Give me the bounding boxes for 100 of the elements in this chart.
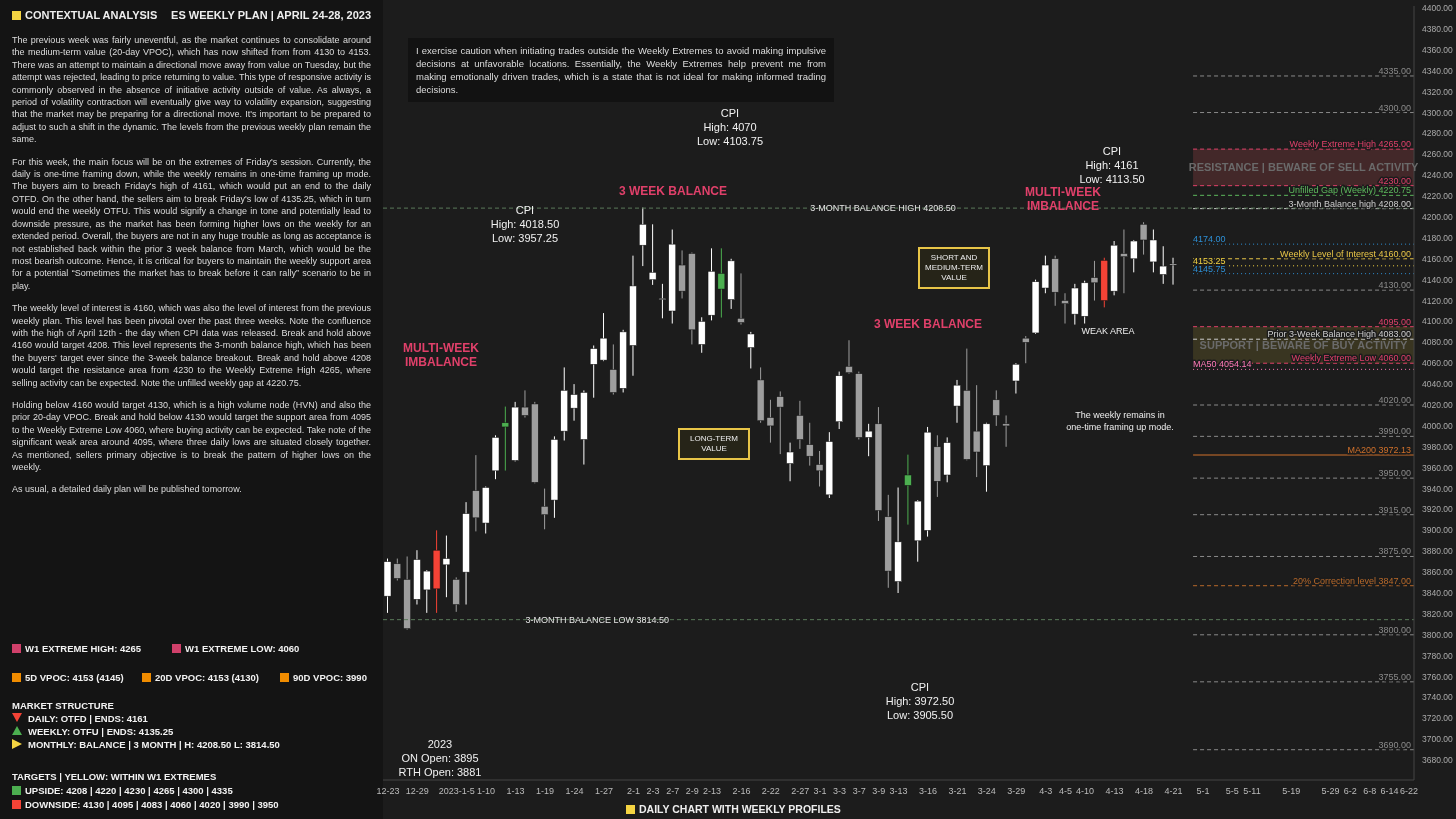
y-tick-label: 4380.00 (1422, 24, 1453, 34)
x-tick-label: 2-16 (732, 786, 751, 797)
x-tick-label: 3-9 (872, 786, 886, 797)
y-tick-label: 4100.00 (1422, 316, 1453, 327)
x-tick-label: 2-9 (685, 786, 699, 797)
ref-line-label: 4020.00 (1378, 395, 1411, 406)
ref-line-label: 3690.00 (1378, 739, 1411, 750)
x-tick-label: 4-10 (1076, 786, 1095, 797)
text: For this week, the main focus will be on the extremes of Friday's session. Currently, the daily is one-time framing down, while the weekly remains in one-time framing up mode. The buyers aim to breach Friday's high of 4161, which would put an end to the daily OTFD. On the other hand, the sellers aim to break Friday's low of 4135.25, which in turn would end the weekly OTFU. This would signify a change in tone and potentially lead to downside pressure, as the market has been forming higher lows on the weekly for an extended period. Overall, the buyers are not in any huge trouble as long as acceptance is not established back within the prior 3 week balance from March, which would be the most bearish outcome. Hence, it is critical for buyers to maintain the weekly support area for a potential “Sometimes the market has to break before it can rally” scenario to be in play. (12, 156, 371, 291)
ref-line-label: 4130.00 (1378, 280, 1411, 291)
annotation: CPI High: 3972.50 Low: 3905.50 (885, 680, 955, 722)
text: CONTEXTUAL ANALYSIS (24, 9, 158, 21)
y-tick-label: 4000.00 (1422, 420, 1453, 431)
x-tick-label: 5-5 (1225, 786, 1239, 797)
ref-line-label: 4230.00 (1378, 175, 1411, 186)
annotation: MULTI-WEEK IMBALANCE (403, 341, 479, 369)
ref-line-label: Weekly Extreme Low 4060.00 (1291, 353, 1411, 364)
x-tick-label: 5-11 (1243, 786, 1261, 797)
candlestick (540, 488, 549, 530)
candlestick (501, 406, 510, 472)
candlestick (1012, 362, 1020, 395)
y-tick-label: 4020.00 (1422, 400, 1453, 411)
ref-line-label: 3755.00 (1378, 671, 1411, 682)
ref-line-label: 3915.00 (1378, 504, 1411, 515)
y-tick-label: 4240.00 (1422, 170, 1453, 181)
y-tick-label: 4040.00 (1422, 379, 1453, 390)
x-tick-label: 2-3 (646, 786, 660, 797)
ref-line-label: Unfilled Gap (Weekly) 4220.75 (1288, 185, 1411, 196)
candlestick (992, 389, 1001, 427)
x-tick-label: 2-22 (761, 786, 780, 797)
candlestick (609, 343, 618, 396)
y-tick-label: 3820.00 (1422, 608, 1453, 619)
annotation: 3-MONTH BALANCE HIGH 4208.50 (810, 203, 956, 214)
text: 5D VPOC: 4153 (4145) (24, 672, 124, 683)
text: DAILY CHART WITH WEEKLY PROFILES (638, 803, 841, 815)
x-tick-label: 6-2 (1343, 786, 1357, 797)
y-tick-label: 4400.00 (1422, 3, 1453, 14)
annotation: CPI High: 4161 Low: 4113.50 (1079, 144, 1145, 186)
ref-line-label: 3800.00 (1378, 624, 1411, 635)
ref-line-label: MA200 3972.13 (1347, 445, 1411, 456)
ref-line-label: Prior 3-Week Balance High 4083.00 (1267, 329, 1411, 340)
y-tick-label: 3960.00 (1422, 462, 1453, 473)
x-tick-label: 3-1 (813, 786, 827, 797)
y-tick-label: 3720.00 (1422, 713, 1453, 724)
text: MARKET STRUCTURE (12, 700, 114, 711)
candlestick (904, 454, 912, 526)
text: The weekly level of interest is 4160, which was also the level of interest from the previous weekly plan. This level has been pivotal over the past three weeks. Note the confluence with the high of April 12th - the day when CPI data was released. Break and hold above 4160 would target 4208. This level represents the 3-month balance high, which has been the buyers' target ever since the 3-week balance breakout. Break and hold above 4208 would target the resistance area from 4230 to the Weekly Extreme High 4265, where selling activity can be expected. Note the unfilled weekly gap at 4220.75. (12, 302, 371, 389)
band-label: SUPPORT | BEWARE OF BUY ACTIVITY (1199, 338, 1409, 351)
text: As usual, a detailed daily plan will be published tomorrow. (12, 483, 243, 496)
y-tick-label: 3980.00 (1422, 441, 1453, 452)
annotation: 2023 ON Open: 3895 RTH Open: 3881 (398, 737, 482, 779)
text: WEEKLY: OTFU | ENDS: 4135.25 (27, 726, 174, 737)
ref-line-label: 20% Correction level 3847.00 (1292, 575, 1411, 586)
text: ES WEEKLY PLAN | APRIL 24-28, 2023 (171, 9, 371, 21)
x-tick-label: 3-24 (977, 786, 996, 797)
candlestick (1120, 229, 1128, 294)
annotation: I exercise caution when initiating trades outside the Weekly Extremes to avoid making impulsive decisions at unfavorable locations. Essentially, the Weekly Extremes help prevent me from making emotionally driven trades, which is a state that is not ideal for making informed trading decisions. (408, 38, 834, 102)
ref-line-label: 3950.00 (1378, 468, 1411, 479)
candlestick (1061, 292, 1069, 325)
ref-line-label: 3990.00 (1378, 426, 1411, 437)
x-tick-label: 3-13 (889, 786, 908, 797)
candlestick (776, 390, 785, 455)
x-tick-label: 5-19 (1282, 786, 1301, 797)
text: W1 EXTREME LOW: 4060 (184, 643, 300, 654)
x-tick-label: 1-19 (536, 786, 555, 797)
x-tick-label: 12-29 (405, 786, 429, 797)
y-tick-label: 4280.00 (1422, 128, 1453, 139)
x-tick-label: 6-22 (1400, 786, 1419, 797)
x-tick-label: 1-24 (565, 786, 584, 797)
x-tick-label: 4-18 (1134, 786, 1153, 797)
y-tick-label: 3880.00 (1422, 546, 1453, 557)
candlestick (786, 442, 794, 482)
text: 20D VPOC: 4153 (4130) (154, 672, 260, 683)
ref-line-label: 4174.00 (1193, 234, 1226, 245)
x-tick-label: 6-14 (1380, 786, 1399, 797)
annotation: WEAK AREA (1081, 325, 1135, 337)
annotation: CPI High: 4070 Low: 4103.75 (696, 106, 764, 148)
x-tick-label: 1-13 (506, 786, 525, 797)
x-tick-label: 3-29 (1007, 786, 1026, 797)
candlestick (521, 389, 529, 419)
x-tick-label: 2-7 (666, 786, 680, 797)
candlestick (845, 339, 853, 375)
candlestick (639, 207, 647, 267)
y-tick-label: 3780.00 (1422, 650, 1453, 661)
x-tick-label: 3-7 (852, 786, 866, 797)
x-tick-label: 4-5 (1058, 786, 1072, 797)
x-tick-label: 12-23 (376, 786, 400, 797)
y-tick-label: 4320.00 (1422, 86, 1453, 97)
y-tick-label: 4200.00 (1422, 212, 1453, 223)
text: 90D VPOC: 3990 (292, 672, 367, 683)
ref-line-label: 4153.25 (1193, 255, 1226, 266)
y-tick-label: 3940.00 (1422, 483, 1453, 494)
x-tick-label: 1-27 (594, 786, 613, 797)
ref-line-label: 4095.00 (1378, 316, 1411, 327)
x-tick-label: 5-1 (1196, 786, 1210, 797)
y-tick-label: 3680.00 (1422, 755, 1453, 766)
x-tick-label: 2-13 (702, 786, 721, 797)
text: MONTHLY: BALANCE | 3 MONTH | H: 4208.50 L: 3814.50 (27, 739, 280, 750)
x-tick-label: 2-1 (626, 786, 640, 797)
x-tick-label: 4-13 (1105, 786, 1124, 797)
